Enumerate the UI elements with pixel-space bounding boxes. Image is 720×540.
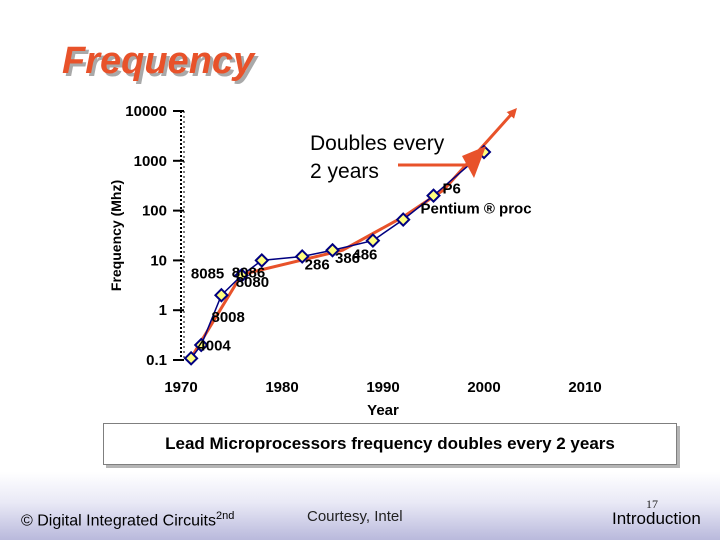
- x-tick-label: 2010: [568, 379, 601, 396]
- x-tick-label: 1980: [265, 379, 298, 396]
- caption-box: Lead Microprocessors frequency doubles e…: [103, 423, 677, 465]
- data-point-marker: [234, 267, 250, 283]
- y-tick-label: 10: [150, 252, 167, 269]
- y-tick-label: 10000: [125, 103, 167, 120]
- point-label: 386: [335, 250, 360, 267]
- data-point-marker: [294, 249, 310, 264]
- footer-book-name: © Digital Integrated Circuits: [21, 512, 216, 530]
- point-label: P6: [443, 181, 461, 198]
- axes: 0.1 1 10 100 1000 10000 1970 1980 1990 2000 2010 Ye…: [108, 103, 602, 419]
- point-label: 8080: [236, 274, 269, 291]
- footer-book-title: © Digital Integrated Circuits2nd: [21, 510, 234, 530]
- point-label: 286: [305, 256, 330, 273]
- slide-title: Frequency: [62, 40, 255, 82]
- data-point-marker: [426, 188, 441, 204]
- data-point-marker: [254, 252, 270, 268]
- y-axis-label: Frequency (Mhz): [108, 180, 124, 291]
- x-tick-label: 1970: [164, 379, 197, 396]
- data-point-marker: [213, 287, 229, 303]
- data-point-marker: [193, 337, 209, 353]
- section-name: Introduction: [612, 509, 701, 528]
- caption-text: Lead Microprocessors frequency doubles e…: [165, 434, 615, 453]
- y-tick-label: 0.1: [146, 352, 167, 369]
- point-label: 8085: [191, 265, 224, 282]
- y-tick-label: 100: [142, 203, 167, 220]
- x-tick-label: 2000: [467, 379, 500, 396]
- annotation-layer: Doubles every 2 years: [310, 132, 486, 183]
- data-point-marker: [325, 242, 340, 258]
- y-tick-label: 1: [159, 302, 167, 319]
- data-point-marker: [395, 212, 411, 228]
- point-label: 486: [352, 247, 377, 264]
- data-point-marker: [183, 350, 199, 366]
- point-label: 8008: [212, 309, 245, 326]
- x-axis-label: Year: [367, 402, 399, 419]
- point-label: 4004: [197, 337, 231, 354]
- annotation-line: Doubles every: [310, 132, 445, 155]
- annotation-arrow-head: [462, 146, 486, 178]
- point-label: Pentium ® proc: [421, 201, 532, 218]
- footer-edition: 2nd: [215, 510, 235, 522]
- x-tick-label: 1990: [366, 379, 399, 396]
- y-tick-label: 1000: [134, 153, 167, 170]
- annotation-line: 2 years: [310, 160, 379, 183]
- frequency-chart: 0.1 1 10 100 1000 10000 1970 1980 1990 2000 2010 Ye…: [108, 103, 602, 419]
- data-point-marker: [365, 233, 381, 248]
- footer-credit: Courtesy, Intel: [307, 508, 403, 525]
- point-label: 8086: [232, 264, 265, 281]
- series-layer: [183, 144, 492, 366]
- footer-bar: [0, 472, 720, 540]
- page-number: 17: [646, 497, 658, 511]
